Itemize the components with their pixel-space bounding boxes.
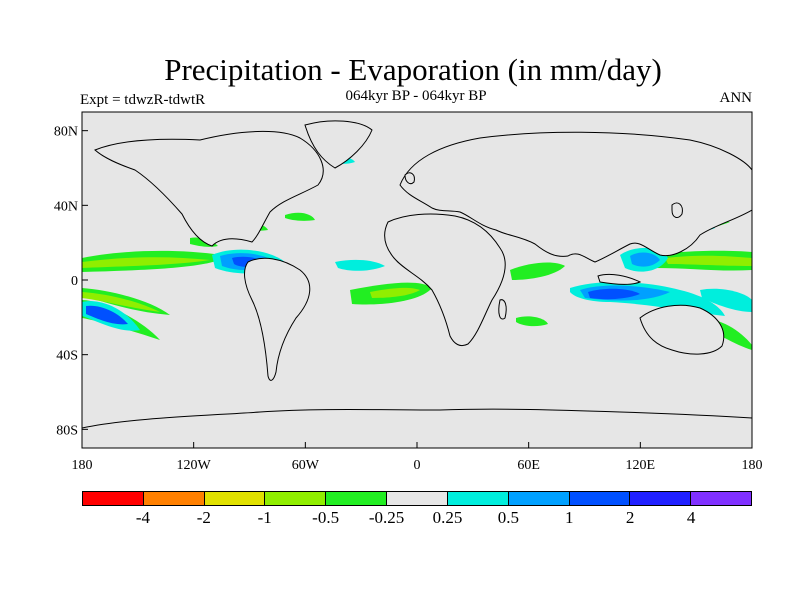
- contour-patch: [86, 305, 128, 325]
- contour-patch: [82, 257, 210, 268]
- antarctica: [82, 408, 752, 448]
- experiment-label: Expt = tdwzR-tdwtR: [80, 92, 206, 108]
- contour-patch: [516, 316, 548, 327]
- colorbar-label: -1: [257, 508, 272, 527]
- madagascar: [498, 299, 507, 320]
- colorbar-label: -4: [135, 508, 150, 527]
- colorbar-box: [569, 492, 631, 505]
- colorbar-label: 1: [565, 508, 574, 527]
- lat-tick-label: 40N: [54, 199, 78, 214]
- lat-tick-label: 40S: [56, 349, 78, 364]
- contour-patch: [370, 287, 420, 298]
- north-america: [94, 130, 324, 247]
- lat-tick-label: 80N: [54, 125, 78, 140]
- australia: [639, 304, 725, 355]
- lat-axis: 80N 40N 0 40S 80S: [54, 125, 88, 438]
- lon-tick-label: 120W: [177, 458, 212, 473]
- lat-tick-label: 80S: [56, 423, 78, 438]
- colorbar-label: 4: [686, 508, 696, 527]
- lon-axis: 180 120W 60W 0 60E 120E 180: [72, 442, 763, 473]
- europe-asia: [399, 131, 752, 263]
- colorbar-labels: -4 -2 -1 -0.5 -0.25 0.25 0.5 1 2 4: [82, 506, 752, 530]
- season-label: ANN: [719, 90, 753, 106]
- contour-patch: [588, 288, 640, 300]
- japan: [671, 202, 683, 218]
- colorbar-box: [691, 492, 751, 505]
- contour-patch: [700, 288, 752, 312]
- contour-fields: [82, 120, 752, 448]
- lon-tick-label: 180: [742, 458, 763, 473]
- lon-tick-label: 60W: [292, 458, 320, 473]
- lon-tick-label: 120E: [626, 458, 656, 473]
- africa: [384, 213, 506, 347]
- chart-title: Precipitation - Evaporation (in mm/day): [164, 52, 662, 87]
- british-isles: [404, 172, 415, 185]
- colorbar-box: [143, 492, 205, 505]
- colorbar-box: [508, 492, 570, 505]
- lon-tick-label: 0: [414, 458, 421, 473]
- greenland: [304, 120, 373, 169]
- contour-patch: [510, 262, 565, 280]
- contour-patch: [82, 292, 160, 312]
- contour-patch: [665, 255, 752, 266]
- colorbar-label: 0.25: [432, 508, 463, 527]
- colorbar-box: [83, 492, 144, 505]
- indonesia: [597, 273, 642, 285]
- coastlines: [82, 120, 752, 448]
- south-america: [244, 257, 311, 381]
- colorbar-label: -0.25: [368, 508, 405, 527]
- contour-patch: [335, 259, 385, 271]
- colorbar-box: [204, 492, 266, 505]
- contour-patch: [630, 252, 660, 267]
- contour-patch: [285, 212, 315, 221]
- colorbar-label: -0.5: [312, 508, 340, 527]
- colorbar-box: [326, 492, 388, 505]
- colorbar-label: -2: [196, 508, 211, 527]
- lat-tick-label: 0: [71, 274, 78, 289]
- colorbar-box: [387, 492, 448, 505]
- colorbar: [82, 491, 752, 506]
- colorbar-box: [265, 492, 327, 505]
- chart-subtitle: 064kyr BP - 064kyr BP: [345, 88, 487, 104]
- colorbar-box: [447, 492, 509, 505]
- colorbar-label: 2: [625, 508, 635, 527]
- colorbar-box: [630, 492, 692, 505]
- colorbar-label: 0.5: [497, 508, 519, 527]
- lon-tick-label: 60E: [517, 458, 540, 473]
- lon-tick-label: 180: [72, 458, 93, 473]
